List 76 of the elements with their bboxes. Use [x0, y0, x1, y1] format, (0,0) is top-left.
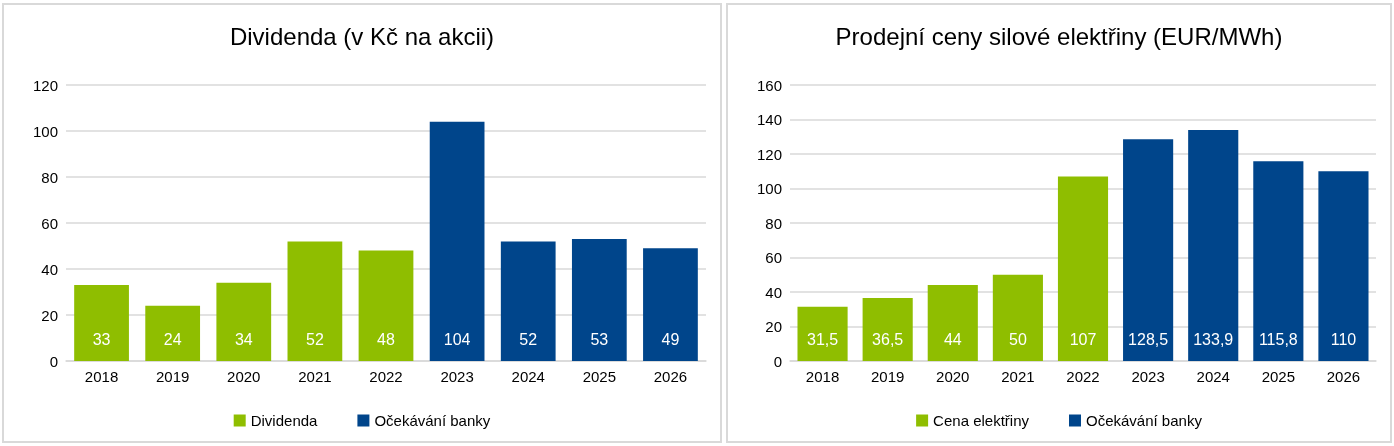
legend-label: Očekávání banky [374, 412, 491, 429]
bar [797, 306, 848, 361]
x-tick-label: 2026 [1326, 368, 1361, 385]
legend-label: Dividenda [250, 412, 319, 429]
y-tick-label: 0 [49, 352, 58, 370]
bar [992, 274, 1043, 361]
bar [862, 298, 913, 361]
data-label: 104 [443, 330, 471, 348]
legend-label: Cena elektřiny [933, 412, 1030, 429]
data-label: 50 [1008, 330, 1027, 348]
legend-label: Očekávání banky [1085, 412, 1203, 429]
x-tick-label: 2022 [369, 368, 403, 385]
bar [1253, 161, 1304, 361]
bar [571, 239, 627, 361]
y-tick-label: 40 [41, 260, 58, 278]
x-tick-label: 2018 [805, 368, 840, 385]
y-tick-label: 120 [756, 145, 782, 163]
data-label: 52 [519, 330, 538, 348]
y-tick-label: 60 [41, 214, 58, 232]
bar [1123, 139, 1174, 361]
y-tick-label: 20 [765, 318, 782, 335]
bar [358, 250, 414, 361]
data-label: 36,5 [872, 330, 904, 348]
y-tick-label: 0 [773, 352, 782, 370]
y-tick-label: 60 [765, 249, 782, 266]
data-label: 110 [1330, 330, 1357, 348]
data-label: 31,5 [806, 330, 839, 348]
chart-title: Prodejní ceny silové elektřiny (EUR/MWh) [835, 22, 1283, 50]
data-label: 34 [234, 330, 253, 348]
data-label: 33 [92, 330, 111, 348]
bar [927, 285, 978, 361]
y-tick-label: 160 [756, 76, 782, 94]
bar [216, 282, 272, 361]
x-tick-label: 2020 [936, 368, 970, 385]
data-label: 48 [377, 330, 395, 348]
chart-title: Dividenda (v Kč na akcii) [229, 22, 495, 50]
bar [74, 285, 129, 361]
data-label: 24 [163, 330, 182, 348]
x-tick-label: 2024 [511, 368, 545, 385]
x-tick-label: 2025 [582, 368, 617, 385]
y-tick-label: 100 [756, 180, 782, 197]
x-tick-label: 2019 [870, 368, 905, 385]
x-tick-label: 2025 [1261, 368, 1296, 385]
y-tick-label: 100 [32, 122, 58, 140]
y-tick-label: 120 [32, 76, 58, 94]
x-tick-label: 2024 [1196, 368, 1230, 385]
bar [643, 248, 698, 361]
x-tick-label: 2019 [155, 368, 190, 385]
data-label: 44 [943, 330, 962, 348]
x-tick-label: 2021 [298, 368, 332, 385]
y-tick-label: 20 [41, 306, 58, 324]
bar [500, 241, 556, 361]
data-label: 115,8 [1258, 330, 1298, 348]
x-tick-label: 2020 [227, 368, 261, 385]
bar [1057, 176, 1109, 361]
x-tick-label: 2023 [440, 368, 474, 385]
y-tick-label: 40 [765, 283, 782, 301]
y-tick-label: 80 [765, 214, 782, 232]
bar [287, 241, 343, 361]
y-tick-label: 80 [41, 168, 58, 186]
bar [1318, 171, 1369, 361]
x-tick-label: 2022 [1066, 368, 1100, 385]
x-tick-label: 2018 [84, 368, 119, 385]
data-label: 49 [661, 330, 680, 348]
data-label: 128,5 [1128, 330, 1169, 348]
data-label: 133,9 [1193, 330, 1234, 348]
x-tick-label: 2023 [1131, 368, 1165, 385]
data-label: 53 [590, 330, 609, 348]
data-label: 107 [1069, 330, 1097, 348]
bar [145, 305, 201, 361]
bar [429, 121, 485, 361]
x-tick-label: 2021 [1001, 368, 1035, 385]
y-tick-label: 140 [756, 111, 782, 128]
bar [1188, 130, 1239, 361]
data-label: 52 [305, 330, 324, 348]
x-tick-label: 2026 [653, 368, 688, 385]
